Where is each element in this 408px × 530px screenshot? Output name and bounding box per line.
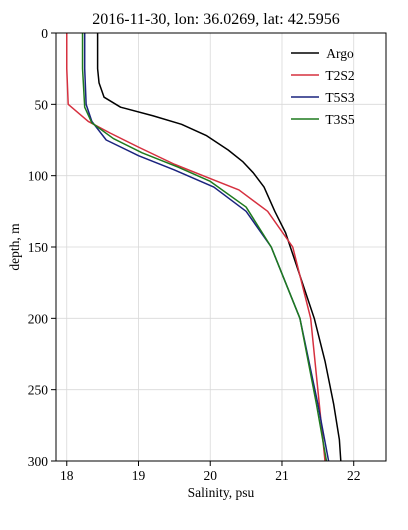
y-tick-label: 0 <box>41 26 48 41</box>
series-layer <box>66 33 342 462</box>
y-axis-label: depth, m <box>7 223 22 271</box>
x-tick-label: 21 <box>275 468 289 483</box>
y-tick-label: 50 <box>35 97 49 112</box>
y-tick-label: 100 <box>28 169 49 184</box>
legend-label-argo: Argo <box>326 46 354 61</box>
legend-label-t5s3: T5S3 <box>325 90 355 105</box>
x-tick-label: 19 <box>132 468 146 483</box>
x-tick-label: 22 <box>347 468 361 483</box>
series-line-t3s5 <box>81 33 328 462</box>
series-line-argo <box>96 33 342 462</box>
x-tick-label: 18 <box>60 468 74 483</box>
legend: Argo T2S2 T5S3 T3S5 <box>291 46 355 127</box>
y-tick-label: 250 <box>28 383 49 398</box>
x-axis-label: Salinity, psu <box>188 485 255 500</box>
tick-layer: 18 19 20 21 22 0 50 100 150 200 250 300 <box>28 26 361 483</box>
x-tick-label: 20 <box>203 468 217 483</box>
y-tick-label: 200 <box>28 311 49 326</box>
chart-title: 2016-11-30, lon: 36.0269, lat: 42.5956 <box>92 11 339 28</box>
legend-label-t2s2: T2S2 <box>325 68 354 83</box>
y-tick-label: 150 <box>28 240 49 255</box>
series-line-t2s2 <box>66 33 326 462</box>
legend-label-t3s5: T3S5 <box>325 112 355 127</box>
y-tick-label: 300 <box>28 454 49 469</box>
